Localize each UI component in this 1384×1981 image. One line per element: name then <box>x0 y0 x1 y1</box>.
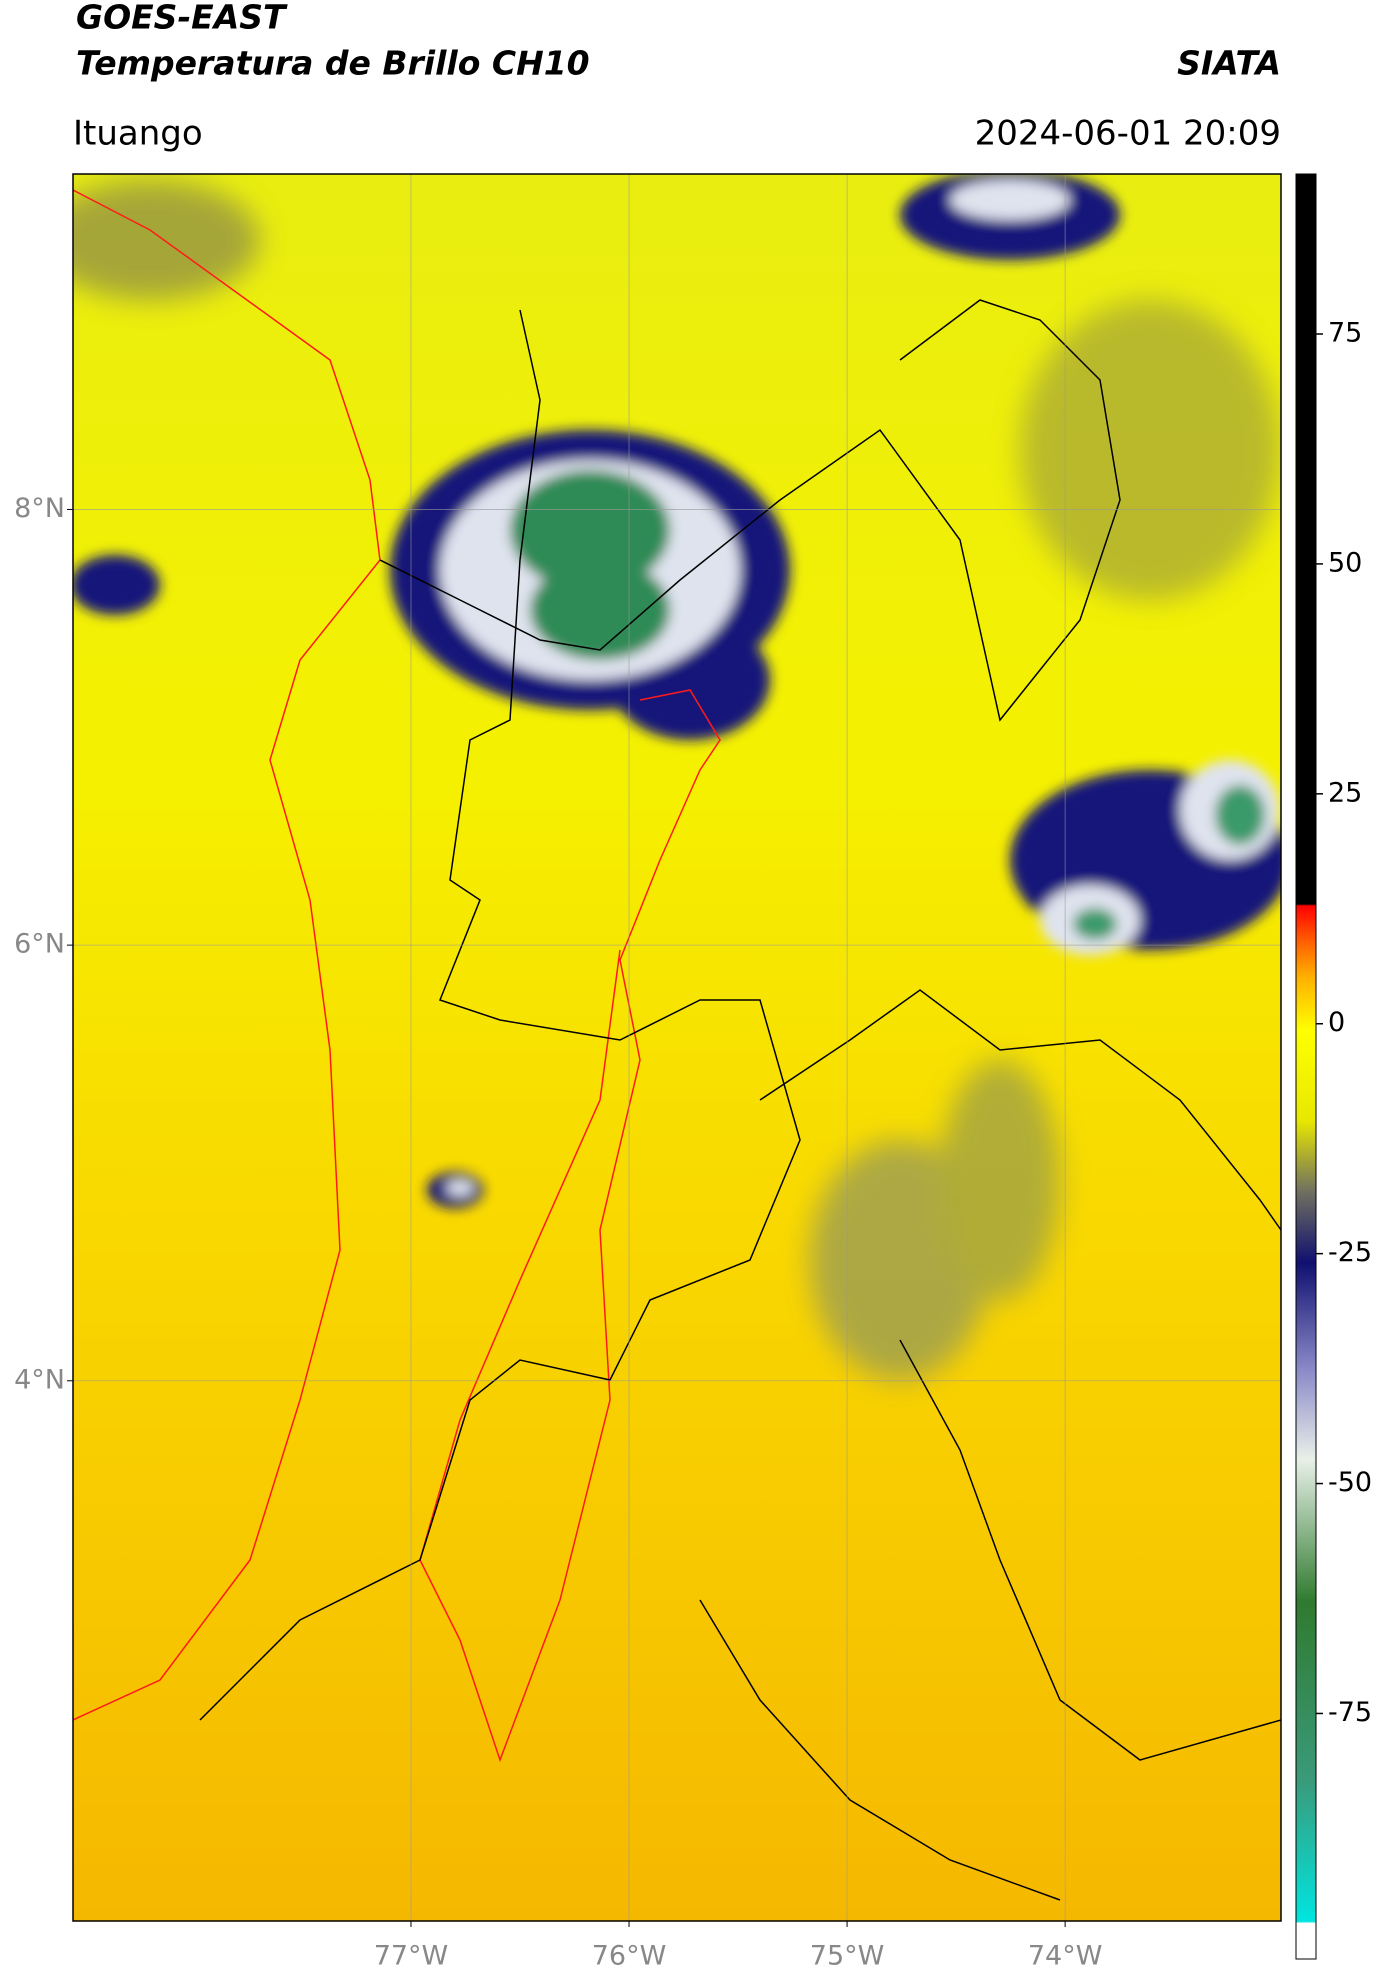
x-tick-label: 76°W <box>592 1941 667 1972</box>
colorbar-tick-label: 75 <box>1328 318 1362 349</box>
colorbar-tick-label: -25 <box>1328 1237 1372 1268</box>
title: GOES-EAST <box>76 0 288 37</box>
y-tick-label: 8°N <box>14 493 65 524</box>
brand: SIATA <box>1177 44 1281 83</box>
map <box>73 174 1281 1921</box>
map-frame <box>72 173 1282 1922</box>
subtitle: Temperatura de Brillo CH10 <box>76 44 590 83</box>
location: Ituango <box>73 114 203 154</box>
colorbar-tick-label: -75 <box>1328 1697 1372 1728</box>
colorbar-tick-label: 0 <box>1328 1007 1345 1038</box>
x-tick-label: 77°W <box>374 1941 449 1972</box>
grid <box>73 174 1281 1921</box>
colorbar-tick-label: 50 <box>1328 547 1362 578</box>
y-tick-label: 4°N <box>14 1364 65 1395</box>
colorbar-tick-label: -50 <box>1328 1467 1372 1498</box>
x-tick-label: 74°W <box>1028 1941 1103 1972</box>
x-tick-label: 75°W <box>810 1941 885 1972</box>
y-tick-label: 6°N <box>14 929 65 960</box>
timestamp: 2024-06-01 20:09 <box>975 114 1281 154</box>
colorbar-tick-label: 25 <box>1328 777 1362 808</box>
colorbar <box>1295 173 1317 1960</box>
